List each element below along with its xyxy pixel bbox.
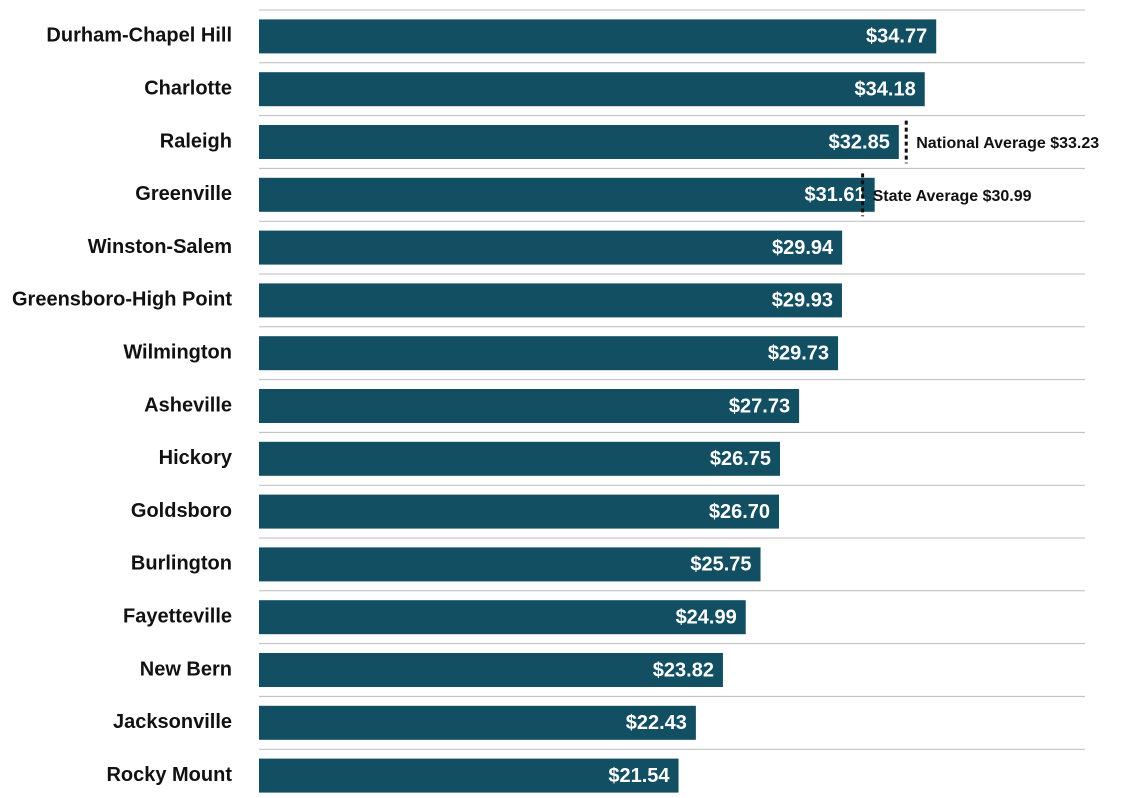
bar [259,72,925,107]
bar [259,705,696,740]
value-label: $29.73 [768,342,829,364]
bar [259,653,723,687]
category-label: Charlotte [144,77,232,99]
bar [259,547,761,582]
value-label: $26.75 [710,448,771,470]
category-label: Wilmington [123,341,232,363]
value-label: $31.61 [805,184,866,206]
bar [259,441,781,476]
bar [259,283,842,318]
category-label: Hickory [159,447,233,469]
category-label: Durham-Chapel Hill [46,25,232,47]
value-label: $29.94 [772,237,834,259]
value-label: $21.54 [608,765,670,787]
category-label: Fayetteville [123,605,232,627]
value-label: $25.75 [690,554,751,576]
category-label: Raleigh [160,130,232,152]
bar [259,19,937,54]
category-label: Asheville [144,394,232,416]
value-label: $27.73 [729,395,790,417]
value-label: $22.43 [626,712,687,734]
category-label: Rocky Mount [106,764,232,786]
category-label: Winston-Salem [88,236,232,258]
value-label: $29.93 [772,290,833,312]
bar [259,125,899,159]
value-label: $24.99 [676,606,737,628]
bar [259,230,843,265]
value-label: $34.77 [866,26,927,48]
value-label: $26.70 [709,501,770,523]
bar [259,336,839,371]
bar [259,494,780,529]
bar [259,758,679,793]
bar [259,600,746,635]
category-label: Goldsboro [131,500,232,522]
category-label: New Bern [140,658,232,680]
reference-label: State Average $30.99 [873,188,1032,205]
bar [259,389,800,423]
value-label: $34.18 [855,78,916,100]
value-label: $23.82 [653,659,714,681]
category-label: Greensboro-High Point [12,289,232,311]
reference-label: National Average $33.23 [916,135,1099,152]
category-label: Burlington [131,553,232,575]
bar [259,177,875,212]
value-label: $32.85 [829,131,890,153]
category-label: Greenville [135,183,232,205]
category-label: Jacksonville [113,711,232,733]
